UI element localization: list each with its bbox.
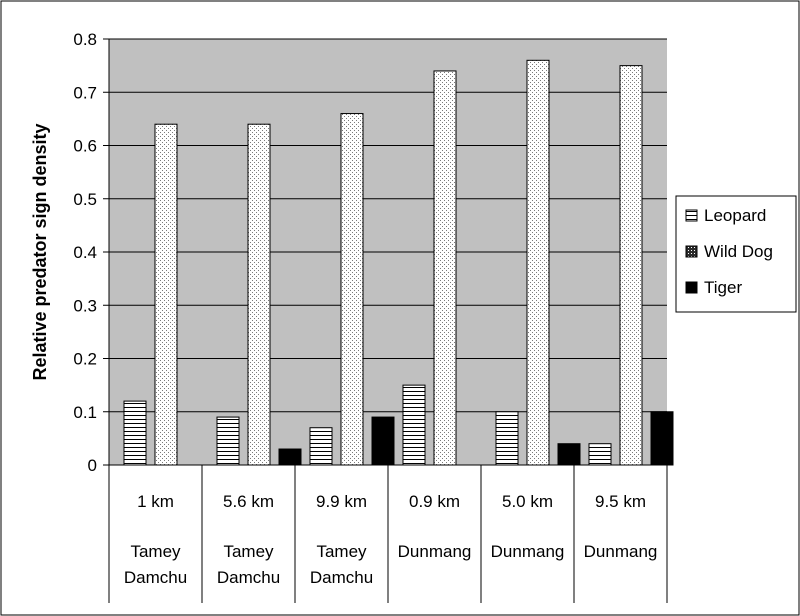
- bar-wild-dog: [340, 113, 364, 466]
- category-site-label: Dunmang: [491, 542, 565, 561]
- y-tick-label: 0.1: [73, 403, 97, 422]
- category-distance-label: 0.9 km: [409, 492, 460, 511]
- y-tick-label: 0.4: [73, 243, 97, 262]
- legend-swatch-wild-dog: [685, 245, 698, 258]
- bar-wild-dog: [619, 65, 643, 466]
- bar-leopard: [588, 443, 612, 466]
- category-distance-label: 9.9 km: [316, 492, 367, 511]
- y-tick-label: 0.2: [73, 350, 97, 369]
- y-tick-label: 0.5: [73, 190, 97, 209]
- y-tick-labels: 0 0.1 0.2 0.3 0.4 0.5 0.6 0.7 0.8: [73, 30, 97, 475]
- category-table: 1 km Tamey Damchu 5.6 km Tamey Damchu 9.9 km Ta…: [108, 465, 668, 603]
- bar-leopard: [402, 384, 426, 466]
- gridlines: [109, 38, 667, 413]
- category-site-label: Tamey: [130, 542, 181, 561]
- category-site-label: Dunmang: [584, 542, 658, 561]
- bar-tiger: [650, 411, 674, 466]
- category-site-label: Tamey: [316, 542, 367, 561]
- bar-leopard: [495, 411, 519, 466]
- y-tick-label: 0.8: [73, 30, 97, 49]
- y-tick-label: 0.3: [73, 296, 97, 315]
- legend-swatch-leopard: [685, 209, 698, 222]
- category-site-label: Dunmang: [398, 542, 472, 561]
- y-axis-title: Relative predator sign density: [30, 123, 50, 380]
- category-distance-label: 5.6 km: [223, 492, 274, 511]
- bar-leopard: [216, 416, 240, 466]
- y-tick-label: 0.6: [73, 137, 97, 156]
- bars: [123, 59, 674, 466]
- legend-swatch-tiger: [685, 281, 698, 294]
- bar-tiger: [557, 443, 581, 466]
- category-distance-label: 9.5 km: [595, 492, 646, 511]
- bar-wild-dog: [154, 123, 178, 466]
- bar-leopard: [123, 400, 147, 466]
- category-site-label: Damchu: [310, 568, 373, 587]
- category-site-label: Damchu: [217, 568, 280, 587]
- bar-wild-dog: [526, 59, 550, 466]
- bar-wild-dog: [433, 70, 457, 466]
- category-distance-label: 1 km: [137, 492, 174, 511]
- legend: Leopard Wild Dog Tiger: [675, 195, 797, 313]
- legend-label: Leopard: [704, 206, 766, 225]
- category-distance-label: 5.0 km: [502, 492, 553, 511]
- bar-tiger: [371, 416, 395, 466]
- category-site-label: Damchu: [124, 568, 187, 587]
- legend-label: Wild Dog: [704, 242, 773, 261]
- category-site-label: Tamey: [223, 542, 274, 561]
- bar-wild-dog: [247, 123, 271, 466]
- y-tick-label: 0.7: [73, 83, 97, 102]
- bar-tiger: [278, 448, 302, 466]
- legend-label: Tiger: [704, 278, 742, 297]
- y-tick-label: 0: [88, 456, 97, 475]
- bar-leopard: [309, 427, 333, 466]
